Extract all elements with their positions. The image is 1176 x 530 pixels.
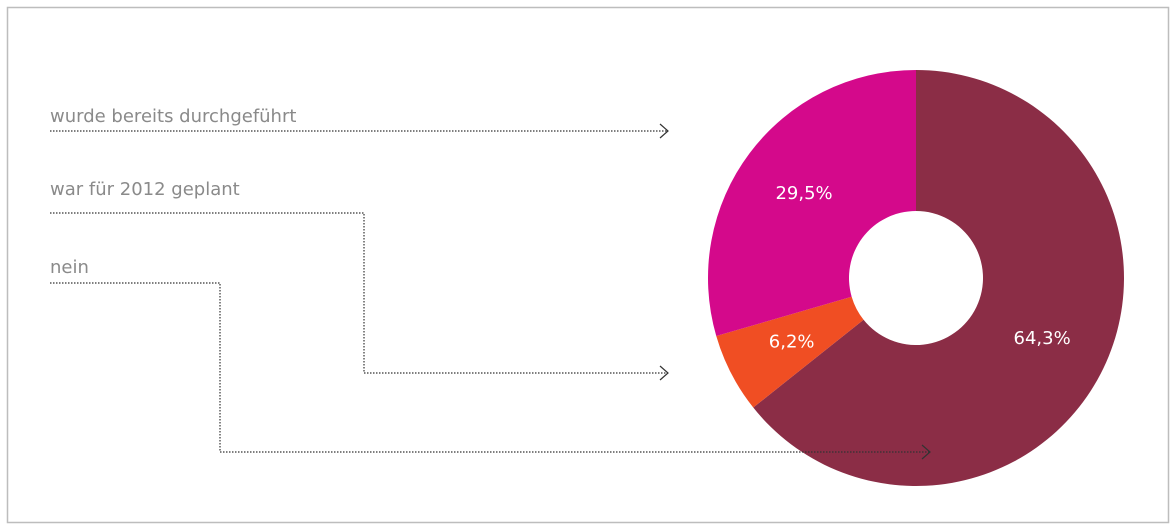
arrow-head bbox=[659, 365, 669, 381]
value-label: 64,3% bbox=[1014, 328, 1071, 349]
legend-label: nein bbox=[50, 257, 89, 278]
value-label: 29,5% bbox=[775, 183, 832, 204]
connector bbox=[50, 212, 668, 374]
legend-label: war für 2012 geplant bbox=[50, 179, 240, 200]
value-label: 6,2% bbox=[769, 331, 815, 352]
connector bbox=[50, 282, 930, 453]
donut-slice bbox=[753, 70, 1124, 486]
donut-slice bbox=[716, 296, 864, 408]
arrow-head bbox=[659, 123, 669, 139]
donut-slice bbox=[708, 70, 916, 337]
legend-label: wurde bereits durchgeführt bbox=[50, 106, 296, 127]
arrow-head bbox=[921, 444, 931, 460]
